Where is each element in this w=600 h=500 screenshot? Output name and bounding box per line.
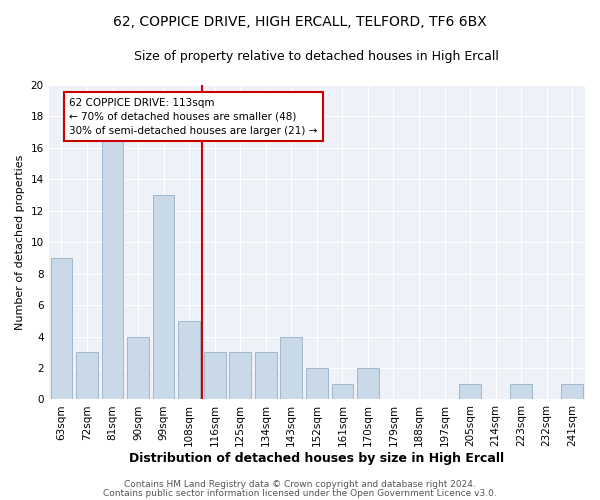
Bar bbox=[178, 321, 200, 400]
Bar bbox=[306, 368, 328, 400]
Text: Contains HM Land Registry data © Crown copyright and database right 2024.: Contains HM Land Registry data © Crown c… bbox=[124, 480, 476, 489]
Bar bbox=[50, 258, 72, 400]
Text: 62, COPPICE DRIVE, HIGH ERCALL, TELFORD, TF6 6BX: 62, COPPICE DRIVE, HIGH ERCALL, TELFORD,… bbox=[113, 15, 487, 29]
Bar bbox=[229, 352, 251, 400]
Bar bbox=[280, 336, 302, 400]
Y-axis label: Number of detached properties: Number of detached properties bbox=[15, 154, 25, 330]
X-axis label: Distribution of detached houses by size in High Ercall: Distribution of detached houses by size … bbox=[129, 452, 505, 465]
Bar bbox=[255, 352, 277, 400]
Bar bbox=[204, 352, 226, 400]
Bar bbox=[562, 384, 583, 400]
Bar bbox=[459, 384, 481, 400]
Bar bbox=[127, 336, 149, 400]
Title: Size of property relative to detached houses in High Ercall: Size of property relative to detached ho… bbox=[134, 50, 499, 63]
Bar bbox=[76, 352, 98, 400]
Bar bbox=[510, 384, 532, 400]
Bar bbox=[357, 368, 379, 400]
Bar bbox=[101, 132, 124, 400]
Text: Contains public sector information licensed under the Open Government Licence v3: Contains public sector information licen… bbox=[103, 488, 497, 498]
Bar bbox=[332, 384, 353, 400]
Bar bbox=[153, 195, 175, 400]
Text: 62 COPPICE DRIVE: 113sqm
← 70% of detached houses are smaller (48)
30% of semi-d: 62 COPPICE DRIVE: 113sqm ← 70% of detach… bbox=[69, 98, 317, 136]
